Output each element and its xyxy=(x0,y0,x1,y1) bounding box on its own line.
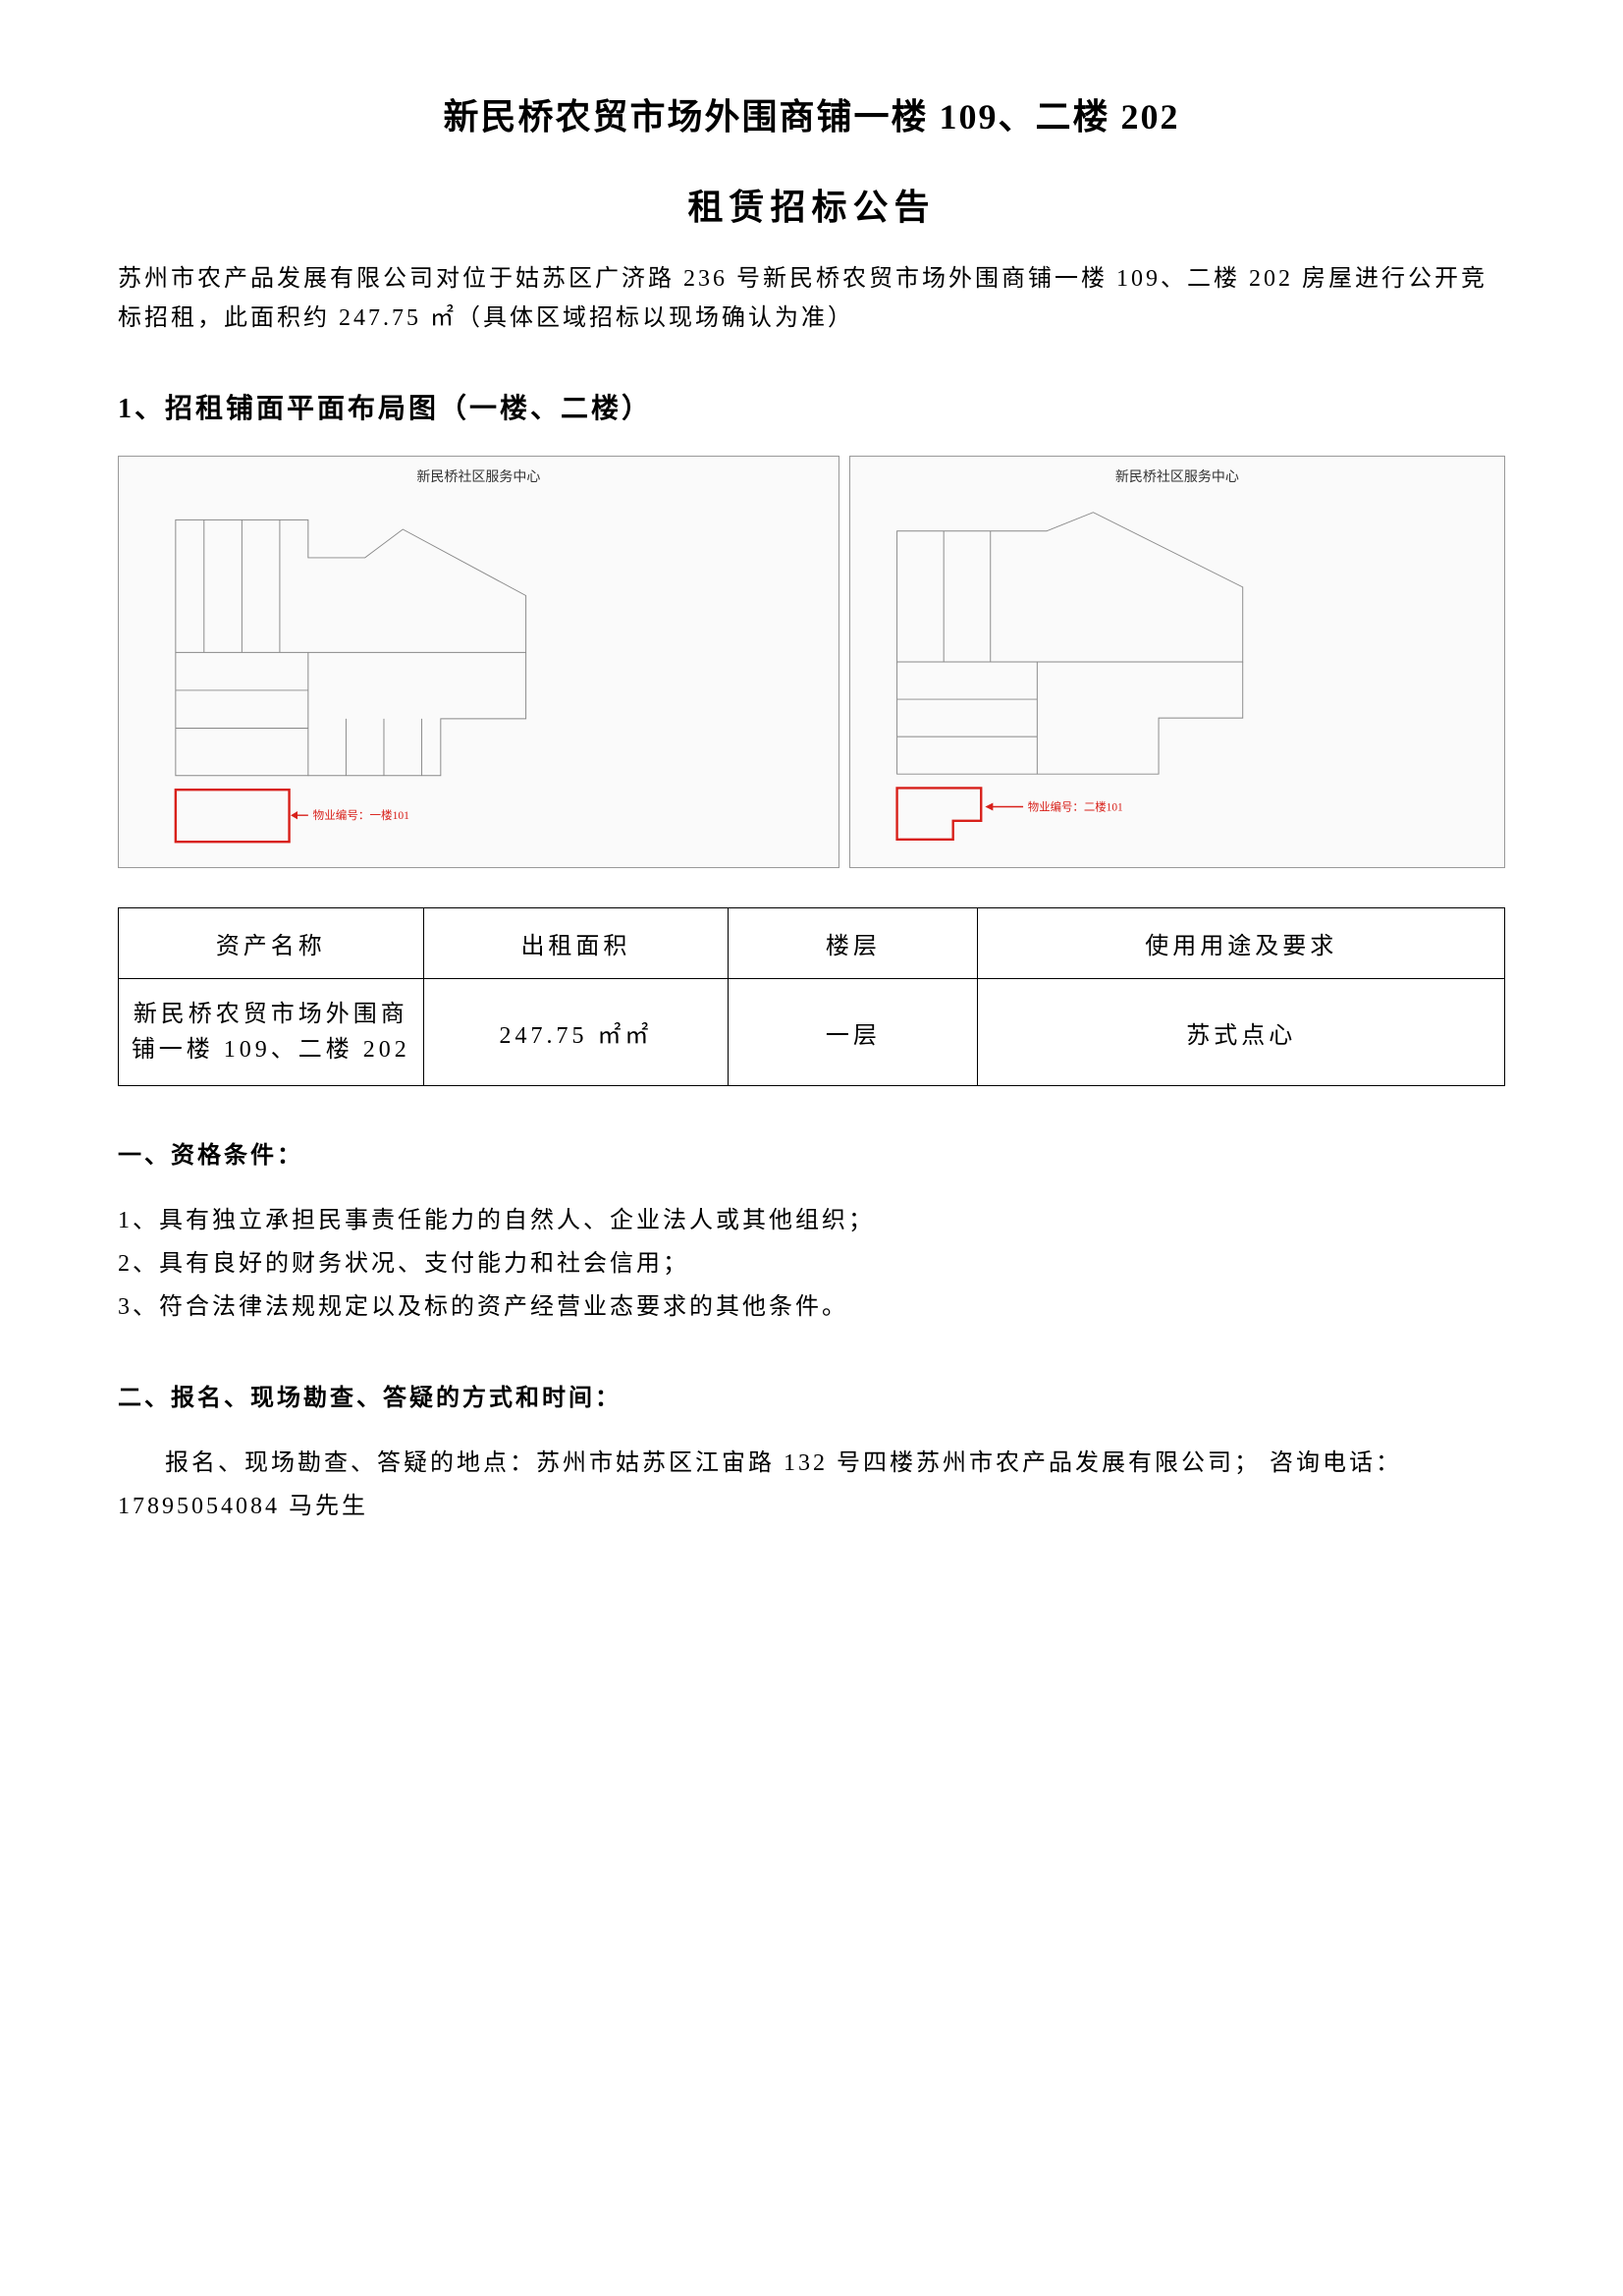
floorplan-1-title: 新民桥社区服务中心 xyxy=(416,466,540,486)
floorplan-1-annotation: 物业编号：一楼101 xyxy=(313,808,410,822)
registration-paragraph: 报名、现场勘查、答疑的地点：苏州市姑苏区江宙路 132 号四楼苏州市农产品发展有… xyxy=(118,1442,1505,1528)
qual-item-3: 3、符合法律法规规定以及标的资产经营业态要求的其他条件。 xyxy=(118,1285,1505,1329)
qual-item-1: 1、具有独立承担民事责任能力的自然人、企业法人或其他组织； xyxy=(118,1199,1505,1242)
table-row: 新民桥农贸市场外围商铺一楼 109、二楼 202 247.75 ㎡㎡ 一层 苏式… xyxy=(119,979,1505,1086)
th-use: 使用用途及要求 xyxy=(978,908,1505,979)
asset-table: 资产名称 出租面积 楼层 使用用途及要求 新民桥农贸市场外围商铺一楼 109、二… xyxy=(118,907,1505,1086)
th-asset-name: 资产名称 xyxy=(119,908,424,979)
th-area: 出租面积 xyxy=(423,908,729,979)
page: 新民桥农贸市场外围商铺一楼 109、二楼 202 租赁招标公告 苏州市农产品发展… xyxy=(0,0,1623,2296)
floorplan-2-svg: 物业编号：二楼101 xyxy=(850,457,1504,867)
qual-item-2: 2、具有良好的财务状况、支付能力和社会信用； xyxy=(118,1242,1505,1285)
qualifications-heading: 一、资格条件： xyxy=(118,1135,1505,1170)
intro-paragraph: 苏州市农产品发展有限公司对位于姑苏区广济路 236 号新民桥农贸市场外围商铺一楼… xyxy=(118,259,1505,338)
td-use: 苏式点心 xyxy=(978,979,1505,1086)
td-floor: 一层 xyxy=(729,979,978,1086)
floorplan-1: 新民桥社区服务中心 xyxy=(118,456,839,868)
floorplan-1-svg: 物业编号：一楼101 xyxy=(119,457,839,867)
registration-heading: 二、报名、现场勘查、答疑的方式和时间： xyxy=(118,1378,1505,1412)
floorplan-2: 新民桥社区服务中心 物业编号：二楼101 xyxy=(849,456,1505,868)
title-line2: 租赁招标公告 xyxy=(118,179,1505,230)
section1-heading: 1、招租铺面平面布局图（一楼、二楼） xyxy=(118,387,1505,426)
floorplan-container: 新民桥社区服务中心 xyxy=(118,456,1505,868)
title-line1: 新民桥农贸市场外围商铺一楼 109、二楼 202 xyxy=(118,88,1505,139)
table-header-row: 资产名称 出租面积 楼层 使用用途及要求 xyxy=(119,908,1505,979)
floorplan-2-annotation: 物业编号：二楼101 xyxy=(1028,799,1123,813)
th-floor: 楼层 xyxy=(729,908,978,979)
td-asset-name: 新民桥农贸市场外围商铺一楼 109、二楼 202 xyxy=(119,979,424,1086)
td-area: 247.75 ㎡㎡ xyxy=(423,979,729,1086)
floorplan-2-title: 新民桥社区服务中心 xyxy=(1115,466,1239,486)
